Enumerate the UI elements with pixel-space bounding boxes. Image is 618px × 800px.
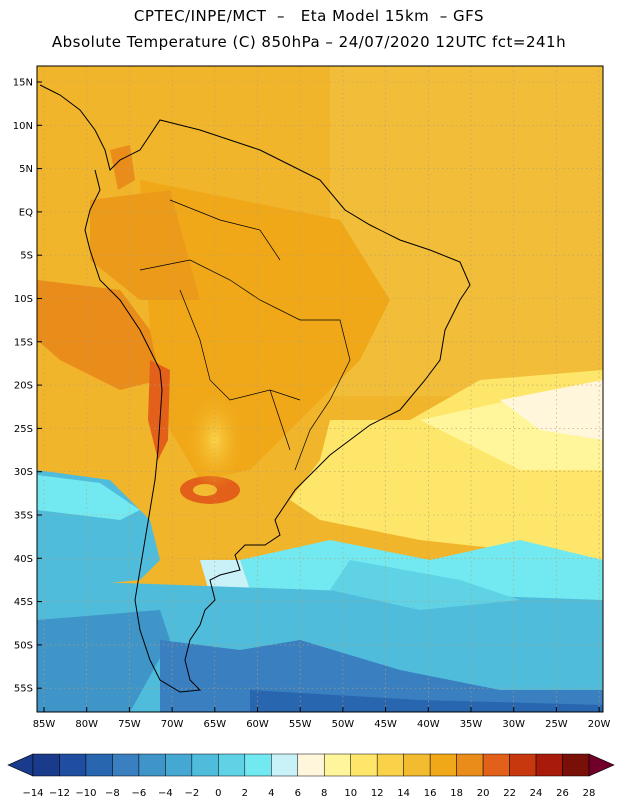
map-title-line-1: CPTEC/INPE/MCT – Eta Model 15km – GFS bbox=[133, 7, 485, 25]
lon-label: 25W bbox=[545, 719, 568, 730]
lat-label: 15N bbox=[13, 78, 33, 89]
longitude-labels: 85W 80W 75W 70W 65W 60W 55W 50W 45W 40W 35W 30W 25W 2… bbox=[33, 707, 611, 730]
colorbar-swatch bbox=[218, 753, 246, 777]
colorbar-swatch bbox=[165, 753, 193, 777]
colorbar-swatch bbox=[535, 753, 563, 777]
colorbar-label: −2 bbox=[184, 788, 199, 799]
colorbar-swatch bbox=[350, 753, 378, 777]
colorbar-label: 6 bbox=[295, 788, 301, 799]
country-borders bbox=[139, 199, 351, 471]
colorbar-label: −14 bbox=[22, 788, 43, 799]
colorbar-over-arrow bbox=[588, 753, 615, 777]
colorbar-label: 0 bbox=[215, 788, 221, 799]
colorbar-label: −12 bbox=[49, 788, 70, 799]
colorbar-label: 10 bbox=[344, 788, 357, 799]
lon-label: 75W bbox=[118, 719, 141, 730]
colorbar-swatch bbox=[456, 753, 484, 777]
lon-label: 55W bbox=[289, 719, 312, 730]
lat-label: 5N bbox=[19, 164, 33, 175]
colorbar-swatch bbox=[482, 753, 510, 777]
colorbar-swatch bbox=[244, 753, 272, 777]
lat-label: 50S bbox=[14, 640, 33, 651]
colorbar-swatch bbox=[297, 753, 325, 777]
lat-label: 55S bbox=[14, 684, 33, 695]
colorbar-under-arrow bbox=[7, 753, 34, 777]
lat-label: 5S bbox=[20, 251, 33, 262]
colorbar-label: 14 bbox=[397, 788, 410, 799]
lon-label: 20W bbox=[588, 719, 611, 730]
map-title-line-2: Absolute Temperature (C) 850hPa – 24/07/… bbox=[51, 33, 567, 51]
colorbar-swatch bbox=[429, 753, 457, 777]
colorbar-swatch bbox=[562, 753, 590, 777]
colorbar-label: −10 bbox=[75, 788, 96, 799]
temperature-field bbox=[37, 66, 603, 712]
colorbar-label: 22 bbox=[503, 788, 516, 799]
colorbar-label: 28 bbox=[583, 788, 596, 799]
colorbar-label: −6 bbox=[132, 788, 147, 799]
lon-label: 35W bbox=[460, 719, 483, 730]
lat-label: 40S bbox=[14, 554, 33, 565]
lat-label: EQ bbox=[19, 207, 33, 218]
colorbar-label: 12 bbox=[371, 788, 384, 799]
colorbar-label: 20 bbox=[477, 788, 490, 799]
lon-label: 80W bbox=[75, 719, 98, 730]
colorbar-label: −4 bbox=[158, 788, 173, 799]
lon-label: 30W bbox=[502, 719, 525, 730]
colorbar bbox=[7, 753, 615, 777]
lat-label: 30S bbox=[14, 467, 33, 478]
colorbar-swatch bbox=[271, 753, 299, 777]
lon-label: 50W bbox=[332, 719, 355, 730]
colorbar-label: 8 bbox=[321, 788, 327, 799]
lon-label: 60W bbox=[246, 719, 269, 730]
latitude-labels: 15N 10N 5N EQ 5S 10S 15S 20S 25S 30S 35S 40S 45S 50S 5… bbox=[13, 78, 42, 695]
colorbar-swatch bbox=[403, 753, 431, 777]
colorbar-swatch bbox=[323, 753, 351, 777]
colorbar-label: 16 bbox=[424, 788, 437, 799]
lon-label: 85W bbox=[33, 719, 56, 730]
lat-label: 45S bbox=[14, 597, 33, 608]
colorbar-swatch bbox=[112, 753, 140, 777]
colorbar-swatch bbox=[59, 753, 87, 777]
colorbar-labels: −14 −12 −10 −8 −6 −4 −2 0 2 4 6 8 10 12 14 16 18 20 22 24 26… bbox=[22, 788, 595, 799]
lat-label: 35S bbox=[14, 511, 33, 522]
colorbar-label: 4 bbox=[268, 788, 274, 799]
lat-label: 10N bbox=[13, 121, 33, 132]
colorbar-label: −8 bbox=[105, 788, 120, 799]
colorbar-swatch bbox=[191, 753, 219, 777]
colorbar-label: 2 bbox=[242, 788, 248, 799]
lat-label: 20S bbox=[14, 381, 33, 392]
lat-label: 10S bbox=[14, 294, 33, 305]
plot-frame bbox=[36, 65, 604, 713]
colorbar-swatch bbox=[376, 753, 404, 777]
lon-label: 65W bbox=[203, 719, 226, 730]
coastline bbox=[39, 84, 471, 693]
colorbar-swatch bbox=[138, 753, 166, 777]
colorbar-swatch bbox=[509, 753, 537, 777]
colorbar-label: 26 bbox=[556, 788, 569, 799]
lon-label: 40W bbox=[417, 719, 440, 730]
lon-label: 45W bbox=[374, 719, 397, 730]
colorbar-label: 24 bbox=[530, 788, 543, 799]
lat-label: 25S bbox=[14, 424, 33, 435]
colorbar-label: 18 bbox=[450, 788, 463, 799]
colorbar-swatch bbox=[85, 753, 113, 777]
colorbar-swatch bbox=[32, 753, 60, 777]
lon-label: 70W bbox=[161, 719, 184, 730]
lat-label: 15S bbox=[14, 337, 33, 348]
